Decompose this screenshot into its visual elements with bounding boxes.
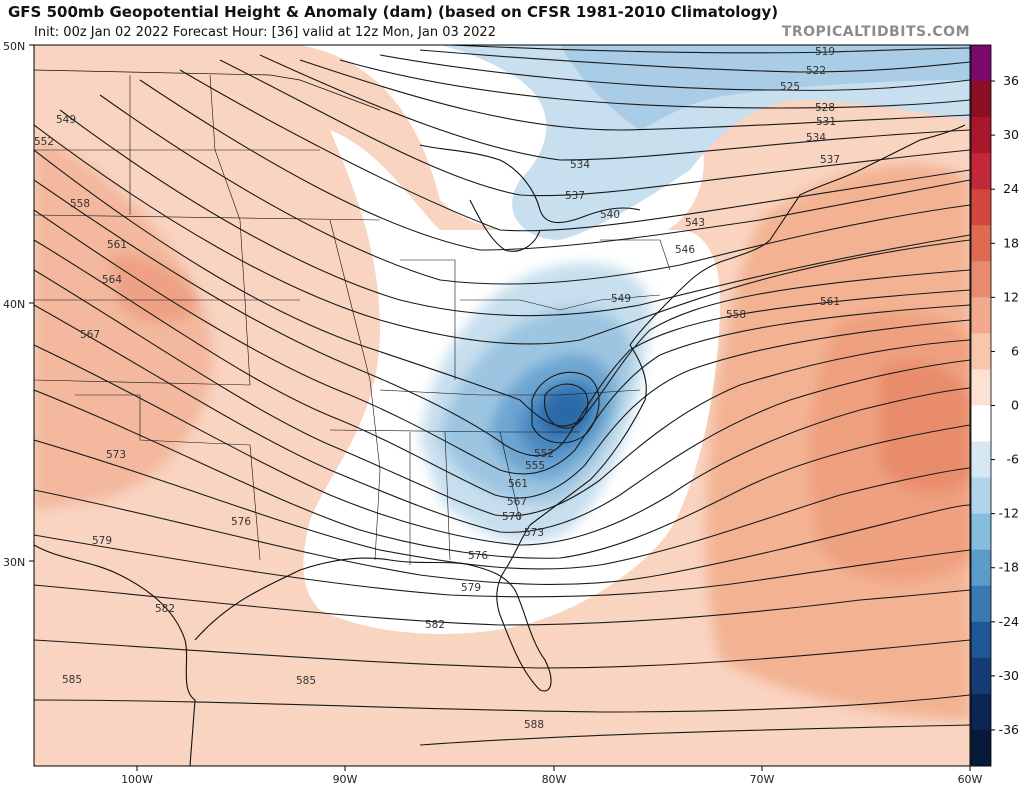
contour-label: 522	[806, 65, 826, 77]
colorbar-cell	[971, 153, 991, 190]
colorbar-cell	[971, 585, 991, 623]
colorbar-tick-label: -24	[999, 614, 1019, 629]
colorbar-tick-label: 30	[1003, 127, 1019, 142]
contour-label: 519	[815, 46, 835, 58]
colorbar-tick-label: -30	[999, 668, 1019, 683]
colorbar-tick-label: 6	[1011, 343, 1019, 358]
lon-label: 80W	[542, 773, 567, 786]
colorbar-cell	[971, 333, 991, 370]
colorbar-cell	[971, 45, 991, 82]
colorbar-cell	[971, 405, 991, 443]
contour-labels: 519 522 525 528 531 534 537 534 537 540 …	[34, 46, 840, 731]
lon-label: 60W	[958, 773, 983, 786]
colorbar-cell	[971, 369, 991, 406]
contour-label: 525	[780, 81, 800, 93]
map-frame	[33, 44, 971, 767]
contour-label: 579	[461, 582, 481, 594]
map-subtitle: Init: 00z Jan 02 2022 Forecast Hour: [36…	[34, 25, 496, 40]
colorbar-tick-label: 24	[1003, 181, 1019, 196]
contour-label: 561	[107, 239, 127, 251]
anomaly-shading	[34, 45, 970, 766]
contour-label: 582	[155, 603, 175, 615]
lon-label: 70W	[750, 773, 775, 786]
contour-label: 564	[102, 274, 122, 286]
colorbar-cell	[971, 513, 991, 551]
contour-label: 528	[815, 102, 835, 114]
lat-label: 50N	[3, 40, 25, 53]
contour-label: 582	[425, 619, 445, 631]
colorbar-cell	[971, 477, 991, 515]
contour-label: 585	[62, 674, 82, 686]
contour-label: 549	[611, 293, 631, 305]
colorbar-cell	[971, 189, 991, 226]
contour-label: 537	[820, 154, 840, 166]
lon-label: 90W	[333, 773, 358, 786]
coastlines	[34, 69, 966, 766]
contour-label: 576	[231, 516, 251, 528]
lat-label: 30N	[3, 556, 25, 569]
colorbar-cell	[971, 225, 991, 262]
contour-label: 588	[524, 719, 544, 731]
colorbar-cell	[971, 693, 991, 731]
colorbar-cell	[971, 117, 991, 154]
contour-label: 534	[806, 132, 826, 144]
map-title: GFS 500mb Geopotential Height & Anomaly …	[8, 3, 779, 21]
contour-label: 573	[106, 449, 126, 461]
colorbar-cell	[971, 657, 991, 695]
contour-label: 549	[56, 114, 76, 126]
contour-label: 546	[675, 244, 695, 256]
contour-label: 558	[726, 309, 746, 321]
contour-label: 540	[600, 209, 620, 221]
colorbar-tick-label: -36	[999, 722, 1019, 737]
contour-label: 543	[685, 217, 705, 229]
contour-label: 567	[507, 496, 527, 508]
contour-label: 558	[70, 198, 90, 210]
colorbar: 36 30 24 18 12 6 0 -6 -12 -18 -24 -30 -36	[970, 44, 1020, 767]
colorbar-tick-label: 18	[1003, 235, 1019, 250]
contour-label: 552	[34, 136, 54, 148]
colorbar-tick-label: 0	[1011, 398, 1019, 413]
lon-label: 100W	[121, 773, 153, 786]
height-contours	[34, 45, 970, 746]
contour-label: 537	[565, 190, 585, 202]
contour-label: 561	[508, 478, 528, 490]
contour-label: 585	[296, 675, 316, 687]
colorbar-tick-label: -12	[999, 506, 1019, 521]
brand-watermark: TROPICALTIDBITS.COM	[781, 24, 970, 40]
contour-label: 534	[570, 159, 590, 171]
contour-label: 567	[80, 329, 100, 341]
contour-label: 579	[92, 535, 112, 547]
lon-axis: 100W 90W 80W 70W 60W	[121, 766, 983, 786]
colorbar-tick-label: 12	[1003, 289, 1019, 304]
colorbar-cell	[971, 261, 991, 298]
colorbar-cell	[971, 621, 991, 659]
colorbar-cell	[971, 81, 991, 118]
colorbar-cell	[971, 441, 991, 479]
colorbar-cell	[971, 729, 991, 767]
contour-label: 570	[502, 511, 522, 523]
lat-label: 40N	[3, 298, 25, 311]
colorbar-tick-label: 36	[1003, 73, 1019, 88]
contour-label: 561	[820, 296, 840, 308]
contour-label: 555	[525, 460, 545, 472]
contour-label: 576	[468, 550, 488, 562]
colorbar-cell	[971, 297, 991, 334]
lat-axis: 50N 40N 30N	[3, 40, 34, 569]
contour-label: 573	[524, 527, 544, 539]
contour-label: 531	[816, 116, 836, 128]
colorbar-tick-label: -6	[1007, 452, 1020, 467]
colorbar-cell	[971, 549, 991, 587]
contour-label: 552	[534, 448, 554, 460]
colorbar-tick-label: -18	[999, 560, 1019, 575]
